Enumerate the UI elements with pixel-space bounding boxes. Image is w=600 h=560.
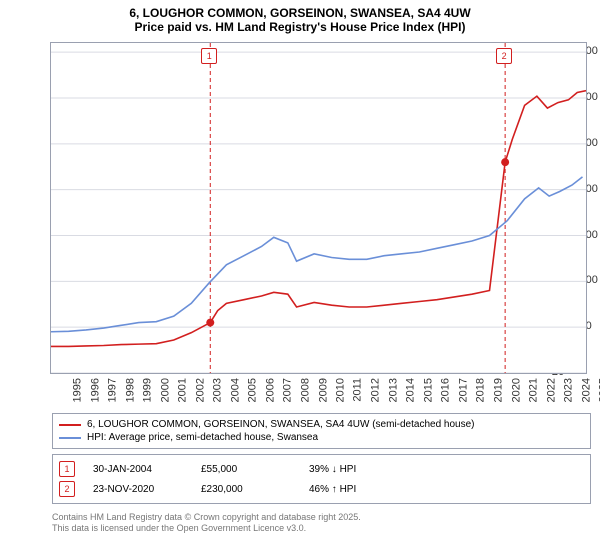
x-tick-label: 1995 [71,378,83,402]
x-tick-label: 1998 [124,378,136,402]
title-line-1: 6, LOUGHOR COMMON, GORSEINON, SWANSEA, S… [0,6,600,20]
sale-price: £230,000 [201,484,291,495]
sale-date: 23-NOV-2020 [93,484,183,495]
x-tick-label: 2004 [229,378,241,402]
x-tick-label: 2019 [492,378,504,402]
sale-row-2: 2 23-NOV-2020 £230,000 46% ↑ HPI [59,479,584,499]
sale-date: 30-JAN-2004 [93,464,183,475]
x-tick-label: 2023 [563,378,575,402]
x-tick-label: 2005 [247,378,259,402]
x-tick-label: 2022 [545,378,557,402]
x-tick-label: 2010 [335,378,347,402]
license-line-2: This data is licensed under the Open Gov… [52,523,361,534]
legend: 6, LOUGHOR COMMON, GORSEINON, SWANSEA, S… [52,413,591,449]
sale-vs-hpi: 39% ↓ HPI [309,464,399,475]
sales-footer: 1 30-JAN-2004 £55,000 39% ↓ HPI 2 23-NOV-2020… [52,454,591,504]
x-tick-label: 1997 [107,378,119,402]
x-tick-label: 2008 [300,378,312,402]
event-marker-1: 1 [201,48,217,64]
license-line-1: Contains HM Land Registry data © Crown c… [52,512,361,523]
x-tick-label: 2018 [475,378,487,402]
legend-swatch-property [59,424,81,426]
x-tick-label: 2013 [387,378,399,402]
title-block: 6, LOUGHOR COMMON, GORSEINON, SWANSEA, S… [0,0,600,38]
plot-svg [51,43,586,373]
x-tick-label: 2001 [177,378,189,402]
sale-price: £55,000 [201,464,291,475]
x-tick-label: 2007 [282,378,294,402]
legend-row-hpi: HPI: Average price, semi-detached house,… [59,431,584,444]
x-tick-label: 2000 [159,378,171,402]
x-tick-label: 2006 [264,378,276,402]
sale-vs-hpi: 46% ↑ HPI [309,484,399,495]
x-tick-label: 2015 [422,378,434,402]
x-tick-label: 2017 [457,378,469,402]
sale-marker-1: 1 [59,461,75,477]
x-tick-label: 2002 [194,378,206,402]
legend-label-hpi: HPI: Average price, semi-detached house,… [87,432,318,443]
legend-label-property: 6, LOUGHOR COMMON, GORSEINON, SWANSEA, S… [87,419,475,430]
x-tick-label: 1996 [89,378,101,402]
x-tick-label: 1999 [142,378,154,402]
x-tick-label: 2011 [351,378,363,402]
legend-row-property: 6, LOUGHOR COMMON, GORSEINON, SWANSEA, S… [59,418,584,431]
x-tick-label: 2016 [440,378,452,402]
sale-row-1: 1 30-JAN-2004 £55,000 39% ↓ HPI [59,459,584,479]
event-marker-2: 2 [496,48,512,64]
x-tick-label: 2020 [510,378,522,402]
title-line-2: Price paid vs. HM Land Registry's House … [0,20,600,34]
x-tick-label: 2014 [405,378,417,402]
plot-area [50,42,587,374]
chart-container: 6, LOUGHOR COMMON, GORSEINON, SWANSEA, S… [0,0,600,560]
x-tick-label: 2012 [370,378,382,402]
license: Contains HM Land Registry data © Crown c… [52,512,361,535]
legend-swatch-hpi [59,437,81,439]
x-tick-label: 2024 [580,378,592,402]
sale-marker-2: 2 [59,481,75,497]
x-tick-label: 2021 [528,378,540,402]
x-tick-label: 2009 [317,378,329,402]
x-tick-label: 2003 [212,378,224,402]
